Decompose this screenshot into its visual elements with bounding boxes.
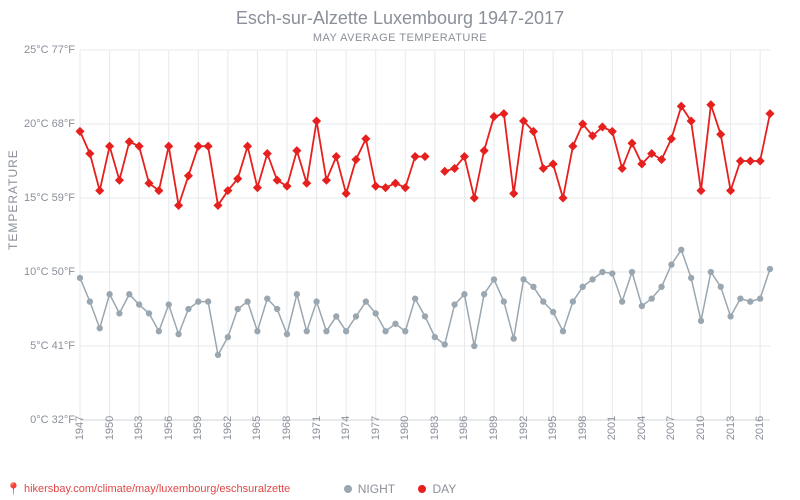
x-tick-label: 1998 [577, 416, 589, 440]
x-tick-label: 1992 [518, 416, 530, 440]
x-tick-label: 2016 [754, 416, 766, 440]
x-tick-label: 2010 [695, 416, 707, 440]
legend-label-day: DAY [432, 482, 456, 496]
x-tick-label: 2004 [636, 416, 648, 440]
source-link[interactable]: 📍 hikersbay.com/climate/may/luxembourg/e… [6, 482, 290, 496]
x-tick-label: 1962 [222, 416, 234, 440]
legend-label-night: NIGHT [358, 482, 395, 496]
x-tick-label: 1968 [281, 416, 293, 440]
legend-dot-day [418, 485, 426, 493]
x-tick-label: 1947 [74, 416, 86, 440]
x-tick-label: 1950 [104, 416, 116, 440]
x-tick-label: 1971 [311, 416, 323, 440]
legend-item-night: NIGHT [344, 482, 395, 496]
y-tick-label: 0°C 32°F [5, 414, 75, 426]
temperature-chart: Esch-sur-Alzette Luxembourg 1947-2017 MA… [0, 0, 800, 500]
pin-icon: 📍 [6, 482, 21, 496]
legend-dot-night [344, 485, 352, 493]
x-tick-label: 1989 [488, 416, 500, 440]
x-tick-label: 1986 [458, 416, 470, 440]
x-tick-label: 1977 [370, 416, 382, 440]
x-tick-label: 1965 [251, 416, 263, 440]
y-tick-label: 15°C 59°F [5, 192, 75, 204]
x-tick-label: 1974 [340, 416, 352, 440]
x-tick-label: 1956 [163, 416, 175, 440]
y-tick-label: 5°C 41°F [5, 340, 75, 352]
plot-area [80, 50, 770, 420]
x-tick-label: 1980 [399, 416, 411, 440]
x-tick-label: 1983 [429, 416, 441, 440]
x-tick-label: 1959 [192, 416, 204, 440]
chart-title: Esch-sur-Alzette Luxembourg 1947-2017 [0, 8, 800, 29]
y-tick-label: 20°C 68°F [5, 118, 75, 130]
x-tick-label: 2001 [606, 416, 618, 440]
x-tick-label: 2013 [725, 416, 737, 440]
y-tick-label: 10°C 50°F [5, 266, 75, 278]
source-text: hikersbay.com/climate/may/luxembourg/esc… [24, 483, 290, 495]
y-tick-label: 25°C 77°F [5, 44, 75, 56]
chart-subtitle: MAY AVERAGE TEMPERATURE [0, 32, 800, 44]
plot-svg [80, 50, 770, 420]
x-tick-label: 1953 [133, 416, 145, 440]
x-tick-label: 2007 [665, 416, 677, 440]
x-tick-label: 1995 [547, 416, 559, 440]
legend-item-day: DAY [418, 482, 456, 496]
